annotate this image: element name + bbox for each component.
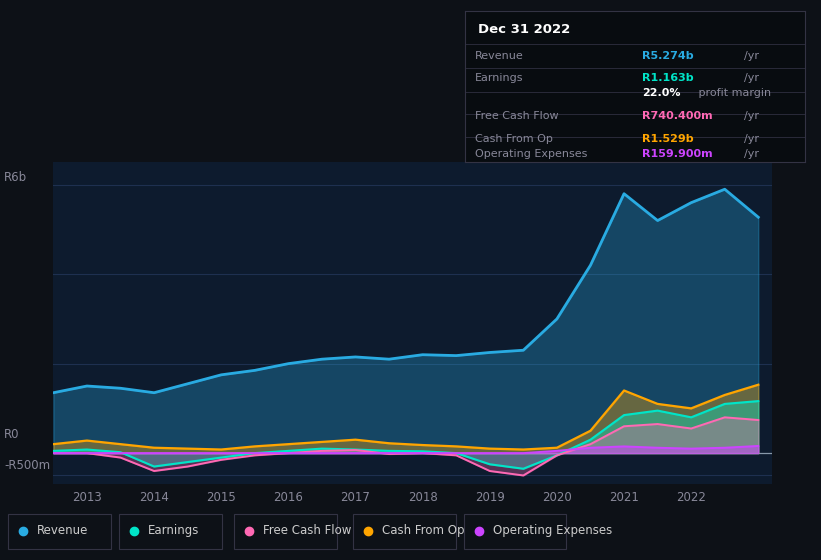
Text: 22.0%: 22.0% bbox=[642, 88, 681, 98]
Text: Free Cash Flow: Free Cash Flow bbox=[475, 111, 558, 121]
Text: -R500m: -R500m bbox=[4, 459, 50, 473]
Text: /yr: /yr bbox=[744, 111, 759, 121]
Text: /yr: /yr bbox=[744, 51, 759, 61]
Text: R159.900m: R159.900m bbox=[642, 150, 713, 160]
Text: Free Cash Flow: Free Cash Flow bbox=[263, 524, 351, 537]
Text: Revenue: Revenue bbox=[475, 51, 524, 61]
Text: Dec 31 2022: Dec 31 2022 bbox=[479, 23, 571, 36]
Text: R740.400m: R740.400m bbox=[642, 111, 713, 121]
Text: Revenue: Revenue bbox=[37, 524, 89, 537]
Text: R6b: R6b bbox=[4, 171, 27, 184]
Text: R5.274b: R5.274b bbox=[642, 51, 694, 61]
Text: profit margin: profit margin bbox=[695, 88, 771, 98]
Text: Cash From Op: Cash From Op bbox=[475, 134, 553, 143]
Text: /yr: /yr bbox=[744, 150, 759, 160]
Text: R1.163b: R1.163b bbox=[642, 73, 694, 83]
Text: Operating Expenses: Operating Expenses bbox=[493, 524, 612, 537]
Text: Earnings: Earnings bbox=[475, 73, 524, 83]
Text: /yr: /yr bbox=[744, 134, 759, 143]
Text: Earnings: Earnings bbox=[148, 524, 200, 537]
Text: /yr: /yr bbox=[744, 73, 759, 83]
Text: Operating Expenses: Operating Expenses bbox=[475, 150, 587, 160]
Text: R0: R0 bbox=[4, 427, 20, 441]
Text: Cash From Op: Cash From Op bbox=[382, 524, 464, 537]
Text: R1.529b: R1.529b bbox=[642, 134, 694, 143]
